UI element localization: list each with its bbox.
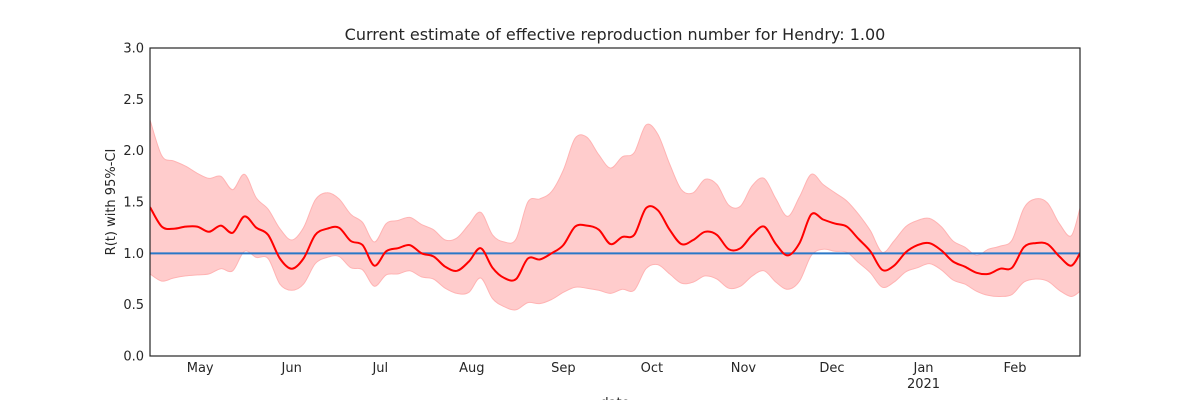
y-tick-label: 1.5	[123, 196, 144, 211]
series-group	[150, 119, 1080, 311]
y-axis-label: R(t) with 95%-CI	[104, 149, 119, 256]
y-tick-label: 0.5	[123, 298, 144, 313]
ci-band	[150, 119, 1080, 311]
x-tick-label: Dec	[819, 361, 844, 376]
rt-estimate-line	[150, 205, 1080, 282]
y-tick-label: 2.5	[123, 93, 144, 108]
plot-frame	[149, 47, 1081, 357]
y-tick-label: 0.0	[123, 350, 144, 365]
y-tick-label: 1.0	[123, 247, 144, 262]
x-tick-label: Nov	[731, 361, 757, 376]
x-tick-sublabel: 2021	[907, 377, 940, 392]
y-tick-label: 2.0	[123, 144, 144, 159]
x-tick-label: Oct	[641, 361, 663, 376]
x-tick-label: May	[187, 361, 214, 376]
x-tick-label: Feb	[1004, 361, 1027, 376]
x-tick-label: Jul	[371, 361, 388, 376]
x-tick-label: Jun	[281, 361, 302, 376]
x-tick-label: Aug	[459, 361, 484, 376]
y-tick-label: 3.0	[123, 42, 144, 57]
x-tick-label: Sep	[551, 361, 576, 376]
x-tick-label: Jan	[913, 361, 934, 376]
chart-title: Current estimate of effective reproducti…	[345, 25, 886, 44]
x-axis-label: date	[600, 396, 629, 400]
plot-area: 0.0 0.5 1.0 1.5 2.0 2.5 3.0 May Jun Jul Aug Sep Oct N…	[123, 42, 1081, 392]
